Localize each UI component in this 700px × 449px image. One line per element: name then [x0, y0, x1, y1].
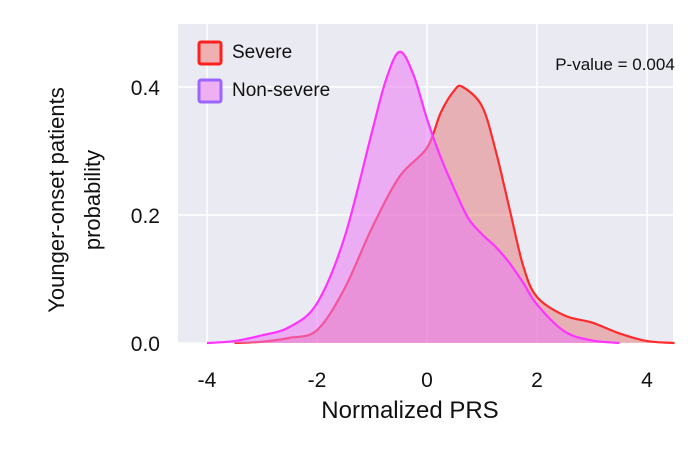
line-non-severe: [206, 50, 620, 345]
y-axis-label-line2: probability: [80, 150, 105, 250]
y-axis-label-line1: Younger-onset patients: [44, 87, 69, 312]
p-value-annotation: P-value = 0.004: [555, 55, 675, 74]
x-axis-label: Normalized PRS: [321, 397, 498, 424]
x-tick-label: 0: [421, 369, 433, 392]
density-areas: [206, 50, 675, 345]
area-non-severe: [207, 51, 620, 343]
legend-swatch-non-severe: [197, 78, 223, 104]
y-ticks: 0.0 0.2 0.4: [131, 77, 161, 356]
legend-swatch-severe: [197, 40, 223, 66]
x-tick-label: -4: [198, 369, 217, 392]
x-tick-label: 4: [641, 369, 653, 392]
legend-label-non-severe: Non-severe: [232, 80, 330, 101]
y-tick-label: 0.0: [131, 333, 160, 356]
x-tick-label: 2: [531, 369, 543, 392]
x-ticks: -4 -2 0 2 4: [198, 369, 654, 392]
legend-label-severe: Severe: [232, 42, 292, 63]
x-tick-label: -2: [308, 369, 327, 392]
y-tick-label: 0.2: [131, 205, 160, 228]
legend: Severe Non-severe: [197, 40, 330, 104]
y-tick-label: 0.4: [131, 77, 161, 100]
